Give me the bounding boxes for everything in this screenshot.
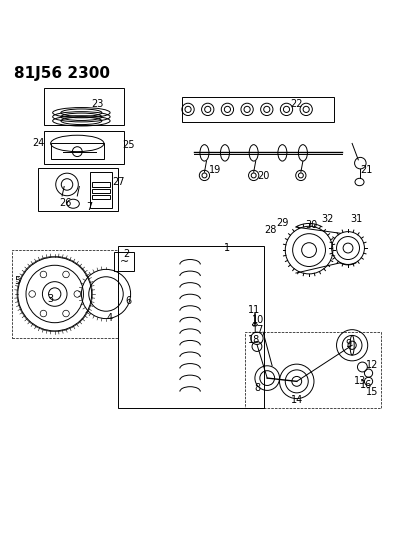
Bar bbox=[182, 96, 334, 122]
Text: 21: 21 bbox=[360, 165, 373, 175]
Bar bbox=[90, 172, 112, 208]
Text: 18: 18 bbox=[247, 335, 260, 345]
Bar bbox=[12, 250, 118, 338]
Text: 28: 28 bbox=[264, 224, 276, 235]
Text: 7: 7 bbox=[86, 202, 93, 212]
Text: 32: 32 bbox=[321, 214, 334, 224]
Text: 9: 9 bbox=[345, 340, 351, 350]
Text: 20: 20 bbox=[258, 171, 270, 181]
Text: 6: 6 bbox=[126, 296, 132, 306]
Bar bbox=[245, 332, 381, 408]
Bar bbox=[118, 246, 264, 408]
Bar bbox=[92, 189, 110, 192]
Text: 26: 26 bbox=[59, 198, 71, 208]
Text: 5: 5 bbox=[15, 276, 21, 286]
Text: 8: 8 bbox=[255, 383, 261, 392]
Text: ~: ~ bbox=[119, 256, 129, 266]
Text: 10: 10 bbox=[252, 315, 264, 325]
Text: 13: 13 bbox=[354, 376, 366, 386]
Bar bbox=[45, 88, 124, 125]
Text: 25: 25 bbox=[122, 141, 135, 150]
Text: 1: 1 bbox=[224, 243, 230, 253]
Bar bbox=[51, 143, 104, 159]
Text: 29: 29 bbox=[276, 219, 289, 229]
Text: 27: 27 bbox=[112, 177, 125, 188]
Text: 30: 30 bbox=[305, 221, 317, 230]
Bar bbox=[45, 131, 124, 164]
Text: 19: 19 bbox=[209, 165, 221, 175]
Text: 2: 2 bbox=[123, 249, 130, 259]
Bar bbox=[92, 182, 110, 187]
Bar bbox=[114, 252, 134, 271]
Bar bbox=[92, 195, 110, 199]
Text: 3: 3 bbox=[47, 294, 54, 304]
Text: 4: 4 bbox=[107, 313, 113, 323]
Text: 81J56 2300: 81J56 2300 bbox=[14, 66, 110, 81]
Text: 22: 22 bbox=[290, 100, 303, 109]
Text: 31: 31 bbox=[350, 214, 362, 224]
Text: 15: 15 bbox=[366, 386, 379, 397]
Text: 14: 14 bbox=[291, 395, 303, 405]
Text: 24: 24 bbox=[32, 139, 45, 148]
Text: 12: 12 bbox=[366, 360, 379, 370]
Text: 11: 11 bbox=[247, 304, 260, 314]
Text: 23: 23 bbox=[92, 100, 104, 109]
Bar bbox=[38, 168, 118, 211]
Text: 17: 17 bbox=[252, 325, 264, 335]
Text: 16: 16 bbox=[361, 381, 373, 391]
